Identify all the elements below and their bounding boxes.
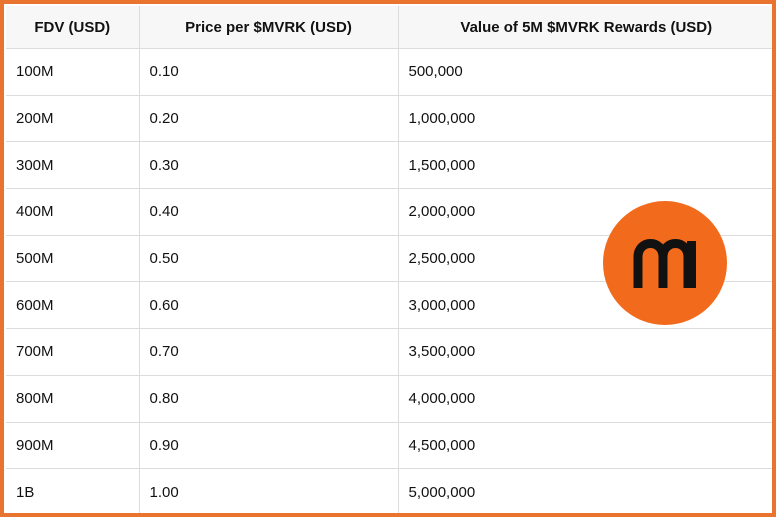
table-row: 200M 0.20 1,000,000 <box>6 95 772 143</box>
cell-rewards-value: 5,000,000 <box>408 483 476 501</box>
cell-fdv: 300M <box>6 141 140 190</box>
cell-price: 0.20 <box>139 95 399 143</box>
table-row: 900M 0.90 4,500,000 <box>6 422 772 470</box>
cell-rewards-value: 1,500,000 <box>398 141 772 190</box>
table-row: 300M 0.30 1,500,000 <box>6 141 772 190</box>
cell-rewards-value: 500,000 <box>398 48 772 96</box>
cell-rewards-value: 4,000,000 <box>398 375 772 423</box>
table-row: 400M 0.40 2,000,000 <box>6 188 772 236</box>
cell-fdv: 800M <box>6 375 140 423</box>
cell-price: 0.80 <box>139 375 399 423</box>
cell-fdv: 600M <box>6 281 140 330</box>
cell-price: 0.90 <box>139 422 399 470</box>
cell-fdv: 200M <box>6 95 140 143</box>
table-header-row: FDV (USD) Price per $MVRK (USD) Value of… <box>6 6 772 49</box>
cell-rewards-value: 3,500,000 <box>398 328 772 376</box>
cell-price: 0.10 <box>139 48 399 96</box>
cell-fdv: 400M <box>6 188 140 236</box>
table-row: 1B 1.00 5,000,000 <box>6 468 772 513</box>
header-price: Price per $MVRK (USD) <box>139 6 399 49</box>
table-row: 800M 0.80 4,000,000 <box>6 375 772 423</box>
cell-fdv: 900M <box>6 422 140 470</box>
cell-price: 0.40 <box>139 188 399 236</box>
header-rewards-value: Value of 5M $MVRK Rewards (USD) <box>398 6 772 49</box>
maverick-m-logo-icon <box>603 201 727 325</box>
cell-price: 1.00 <box>139 468 399 513</box>
cell-fdv: 1B <box>6 468 140 513</box>
cell-fdv: 700M <box>6 328 140 376</box>
rewards-table: FDV (USD) Price per $MVRK (USD) Value of… <box>6 6 772 513</box>
cell-fdv: 500M <box>6 235 140 283</box>
cell-price: 0.30 <box>139 141 399 190</box>
header-fdv: FDV (USD) <box>6 6 140 49</box>
cell-price: 0.60 <box>139 281 399 330</box>
cell-price: 0.50 <box>139 235 399 283</box>
cell-rewards-value: 4,500,000 <box>398 422 772 470</box>
cell-price: 0.70 <box>139 328 399 376</box>
cell-fdv: 100M <box>6 48 140 96</box>
table-row: 700M 0.70 3,500,000 <box>6 328 772 376</box>
m-glyph-icon <box>633 239 696 288</box>
cell-rewards-value: 1,000,000 <box>398 95 772 143</box>
table-row: 100M 0.10 500,000 <box>6 48 772 96</box>
